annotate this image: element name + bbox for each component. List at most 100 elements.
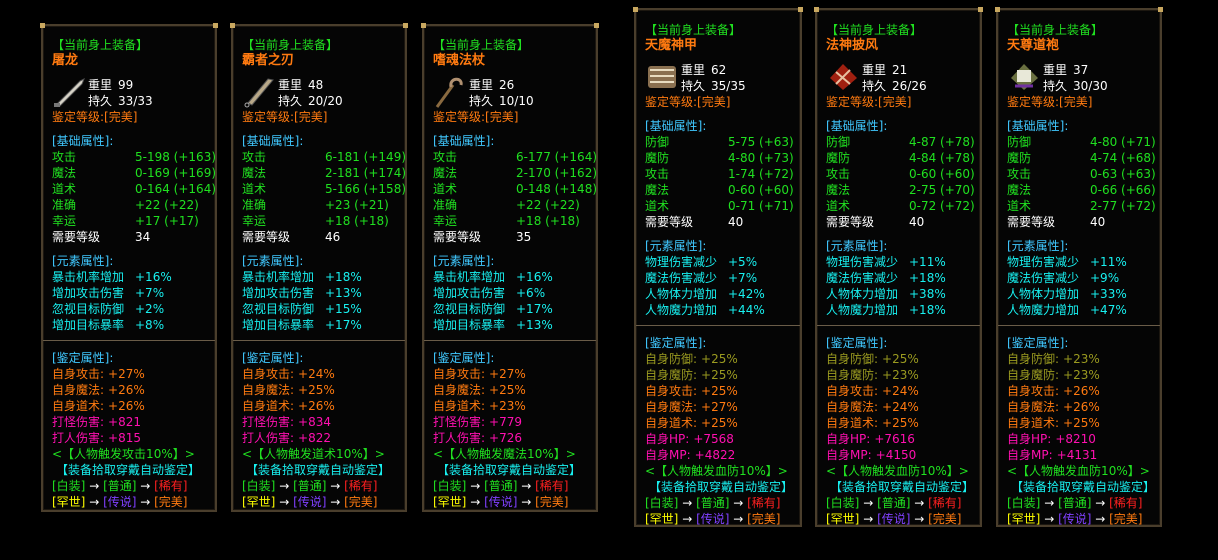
quality-tier: → xyxy=(326,479,345,493)
durability-row: 持久 20/20 xyxy=(278,93,397,109)
weight-row: 重里 37 xyxy=(1043,62,1152,78)
attribute-value: +26% xyxy=(108,383,145,397)
weight-value: 26 xyxy=(499,78,515,92)
attribute-value: +16% xyxy=(135,270,172,284)
attribute-value: +17 (+17) xyxy=(135,214,199,228)
attribute-value: +822 xyxy=(298,431,332,445)
attribute-value: +779 xyxy=(489,415,523,429)
attribute-value: +11% xyxy=(1090,255,1127,269)
attribute-value: +7616 xyxy=(874,432,915,446)
attribute-value: 6-177 (+164) xyxy=(516,150,598,164)
panel-header: 【当前身上装备】 xyxy=(1007,23,1104,37)
auto-identify-note: 【装备拾取穿戴自动鉴定】 xyxy=(56,463,201,477)
attribute-value: +26% xyxy=(1063,400,1100,414)
attribute-value: +815 xyxy=(108,431,142,445)
attribute-label: 准确 xyxy=(242,198,267,212)
attribute-label: 自身道术: xyxy=(52,399,105,413)
attribute-label: 道术 xyxy=(242,182,267,196)
basic-attribute-row: 防御 5-75 (+63) xyxy=(645,134,794,150)
attribute-label: 道术 xyxy=(645,199,670,213)
element-attributes-title: [元素属性]: xyxy=(433,254,495,268)
element-attribute-row: 暴击机率增加 +16% xyxy=(433,269,588,285)
section-divider xyxy=(817,325,980,326)
basic-attribute-row: 攻击 5-198 (+163) xyxy=(52,149,216,165)
quality-tier: [稀有] xyxy=(344,479,378,493)
required-level-label: 需要等级 xyxy=(242,230,291,244)
attribute-value: 0-71 (+71) xyxy=(728,199,794,213)
required-level-value: 40 xyxy=(728,215,744,229)
panel-header: 【当前身上装备】 xyxy=(242,38,339,52)
identify-attribute-row: 自身攻击: +24% xyxy=(826,383,972,399)
attribute-label: 自身防御: xyxy=(826,352,879,366)
attribute-label: 魔防 xyxy=(645,151,670,165)
durability-row: 持久 33/33 xyxy=(88,93,207,109)
quality-tier: [普通] xyxy=(1058,496,1092,510)
attribute-label: 自身防御: xyxy=(1007,352,1060,366)
element-attribute-row: 人物体力增加 +33% xyxy=(1007,286,1152,302)
basic-attributes-title: [基础属性]: xyxy=(826,119,888,133)
durability-row: 持久 30/30 xyxy=(1043,78,1152,94)
attribute-value: +38% xyxy=(909,287,946,301)
identify-attribute-row: 自身攻击: +27% xyxy=(433,366,588,382)
attribute-label: 人物体力增加 xyxy=(645,287,718,301)
required-level-label: 需要等级 xyxy=(1007,215,1056,229)
item-name: 屠龙 xyxy=(52,53,79,68)
item-summary: 重里 62 持久 35/35 xyxy=(645,62,792,94)
attribute-value: 0-148 (+148) xyxy=(516,182,598,196)
attribute-value: +24% xyxy=(298,367,335,381)
quality-tier: [罕世] xyxy=(645,512,679,526)
identify-attribute-row: 自身攻击: +25% xyxy=(645,383,792,399)
element-attribute-row: 增加目标暴率 +17% xyxy=(242,317,397,333)
attribute-label: 防御 xyxy=(826,135,851,149)
attribute-label: 攻击 xyxy=(242,150,267,164)
weight-label: 重里 xyxy=(278,78,303,92)
attribute-value: 6-181 (+149) xyxy=(325,150,407,164)
attribute-value: +17% xyxy=(325,318,362,332)
basic-attribute-row: 魔防 4-74 (+68) xyxy=(1007,150,1156,166)
durability-row: 持久 10/10 xyxy=(469,93,588,109)
quality-tier-row: [白装] → [普通] → [稀有] xyxy=(433,478,588,494)
identify-attributes-title: [鉴定属性]: xyxy=(242,351,304,365)
quality-tier: [白装] xyxy=(433,479,467,493)
identify-attribute-row: 打人伤害: +726 xyxy=(433,430,588,446)
attribute-label: 物理伤害减少 xyxy=(645,255,718,269)
quality-tier: → xyxy=(517,495,536,509)
identify-attribute-row: 打人伤害: +822 xyxy=(242,430,397,446)
quality-tier-row: [白装] → [普通] → [稀有] xyxy=(242,478,397,494)
basic-attribute-row: 防御 4-80 (+71) xyxy=(1007,134,1156,150)
attribute-label: 增加攻击伤害 xyxy=(52,286,125,300)
attribute-label: 自身MP: xyxy=(645,448,691,462)
attribute-label: 自身魔法: xyxy=(645,400,698,414)
identify-grade: 鉴定等级:[完美] xyxy=(52,110,138,124)
attribute-label: 防御 xyxy=(645,135,670,149)
attribute-label: 准确 xyxy=(433,198,458,212)
attribute-value: +26% xyxy=(298,399,335,413)
identify-attribute-row: 自身道术: +26% xyxy=(242,398,397,414)
quality-tier: [普通] xyxy=(877,496,911,510)
attribute-value: +23% xyxy=(882,368,919,382)
attribute-label: 自身攻击: xyxy=(52,367,105,381)
basic-attribute-row: 幸运 +17 (+17) xyxy=(52,213,207,229)
element-attributes-title: [元素属性]: xyxy=(1007,239,1069,253)
attribute-value: 0-72 (+72) xyxy=(909,199,975,213)
attribute-label: 魔法伤害减少 xyxy=(645,271,718,285)
attribute-label: 自身MP: xyxy=(826,448,872,462)
identify-attribute-row: 自身HP: +7568 xyxy=(645,431,792,447)
quality-tier: [罕世] xyxy=(242,495,276,509)
quality-tier-row: [白装] → [普通] → [稀有] xyxy=(645,495,792,511)
auto-identify-note: 【装备拾取穿戴自动鉴定】 xyxy=(246,463,391,477)
quality-tier: → xyxy=(910,512,929,526)
equipment-tooltip-panel: 【当前身上装备】 法神披风 重里 21 持久 26/26 鉴定等级:[完美] [基础属性]: 防… xyxy=(814,7,983,527)
attribute-value: +4150 xyxy=(875,448,917,462)
attribute-value: +27% xyxy=(489,367,526,381)
identify-grade: 鉴定等级:[完美] xyxy=(433,110,519,124)
auto-identify-note: 【装备拾取穿戴自动鉴定】 xyxy=(1011,480,1156,494)
attribute-value: +834 xyxy=(298,415,332,429)
attribute-value: 0-169 (+169) xyxy=(135,166,217,180)
quality-tier: [普通] xyxy=(103,479,137,493)
durability-label: 持久 xyxy=(278,94,303,108)
attribute-value: +8210 xyxy=(1055,432,1096,446)
identify-attribute-row: 自身道术: +25% xyxy=(826,415,972,431)
attribute-label: 幸运 xyxy=(52,214,77,228)
trigger-effect: <【人物触发魔法10%】> xyxy=(433,447,576,461)
